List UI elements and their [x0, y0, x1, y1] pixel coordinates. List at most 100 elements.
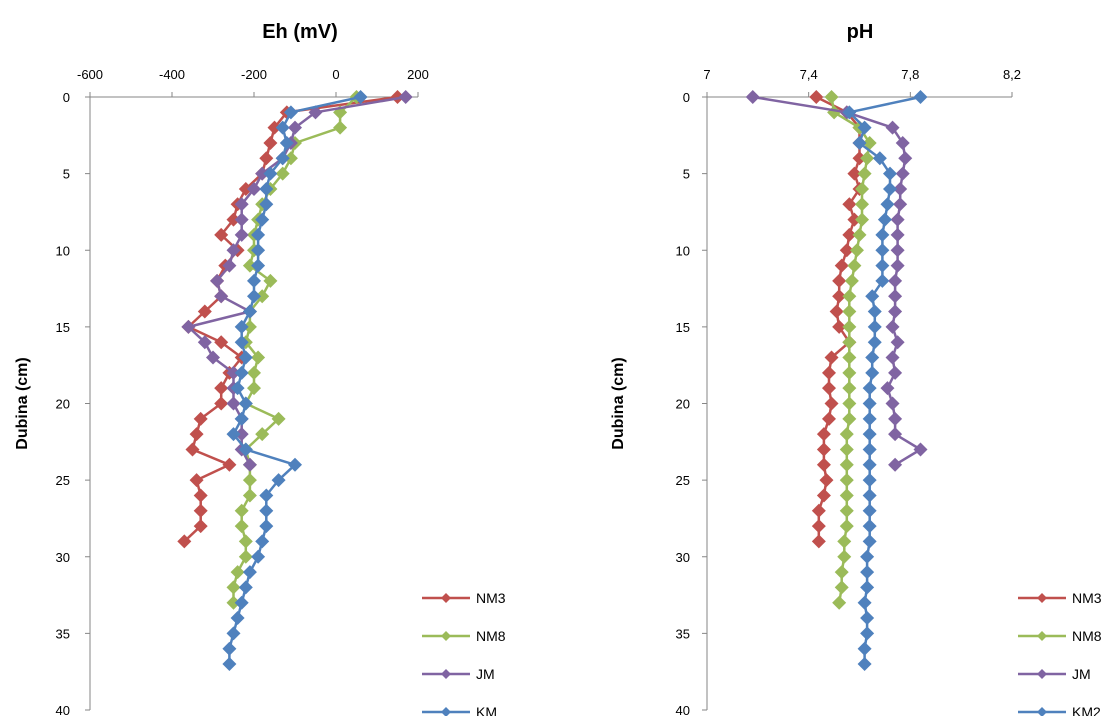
x-tick-label: -600: [77, 67, 103, 82]
legend-item-nm3: NM3: [1018, 590, 1102, 606]
data-point-nm8: [824, 90, 839, 104]
legend-marker: [441, 593, 451, 603]
y-tick-label: 0: [683, 90, 690, 105]
data-point-km2: [862, 411, 877, 426]
data-point-nm3: [819, 473, 834, 488]
data-point-jm: [888, 411, 903, 426]
data-point-km2: [862, 534, 877, 549]
y-tick-label: 20: [56, 397, 70, 412]
data-point-jm: [222, 258, 237, 273]
data-point-jm: [885, 350, 900, 365]
data-point-jm: [288, 120, 302, 135]
data-point-km2: [883, 166, 897, 181]
data-point-km: [259, 197, 274, 212]
data-point-nm3: [824, 350, 839, 365]
y-tick-label: 5: [683, 167, 690, 182]
y-tick-label: 10: [56, 243, 70, 258]
data-point-nm3: [816, 457, 831, 472]
data-point-km2: [883, 181, 897, 196]
data-point-jm: [888, 365, 903, 380]
data-point-km: [353, 90, 368, 104]
data-point-nm8: [837, 534, 852, 549]
data-point-km2: [862, 488, 877, 503]
data-point-km: [251, 258, 266, 273]
data-point-km: [234, 411, 249, 426]
data-point-nm8: [855, 197, 870, 212]
data-point-jm: [181, 319, 196, 334]
data-point-nm8: [847, 258, 862, 273]
series-line-km2: [848, 95, 921, 664]
data-point-km: [271, 473, 286, 488]
data-point-nm3: [214, 396, 229, 411]
data-point-km2: [860, 580, 875, 595]
data-point-km: [255, 534, 270, 549]
data-point-nm3: [263, 135, 278, 150]
data-point-km2: [862, 442, 877, 457]
eh-chart: Eh (mV) Dubina (cm) -600 -400 -200 0 200 0 5 10 15…: [14, 21, 506, 716]
data-point-nm3: [214, 381, 229, 396]
data-point-nm3: [267, 120, 282, 135]
data-point-jm: [226, 365, 241, 380]
data-point-km2: [867, 304, 882, 319]
y-tick-label: 5: [63, 167, 70, 182]
data-point-nm3: [390, 90, 405, 104]
data-point-nm8: [834, 565, 849, 580]
data-point-nm3: [185, 442, 200, 457]
data-point-nm3: [824, 396, 839, 411]
data-point-nm8: [333, 120, 348, 135]
data-point-nm3: [193, 488, 208, 503]
legend-label: KM: [476, 704, 497, 716]
data-point-km2: [857, 657, 872, 672]
data-point-jm: [210, 273, 225, 288]
data-point-nm3: [177, 534, 192, 549]
data-point-nm8: [839, 457, 854, 472]
data-point-nm8: [842, 365, 857, 380]
legend-label: NM3: [1072, 590, 1102, 606]
data-point-km2: [862, 427, 877, 442]
data-point-km: [255, 212, 270, 227]
x-tick-label: 7,8: [901, 67, 919, 82]
data-point-jm: [888, 273, 903, 288]
data-point-nm8: [842, 304, 857, 319]
data-point-km: [238, 396, 253, 411]
data-point-nm8: [852, 227, 867, 242]
data-point-jm: [745, 90, 760, 104]
series-nm8: [824, 90, 877, 610]
data-point-nm3: [222, 457, 237, 472]
data-point-nm3: [811, 519, 826, 534]
data-point-nm3: [811, 534, 826, 549]
data-point-nm8: [226, 595, 241, 610]
data-point-km: [238, 580, 253, 595]
data-point-nm3: [811, 503, 826, 518]
y-tick-label: 20: [676, 397, 690, 412]
data-point-km: [251, 227, 266, 242]
legend-item-jm: JM: [422, 666, 495, 682]
data-point-km2: [862, 503, 877, 518]
data-point-nm3: [847, 212, 862, 227]
data-point-jm: [234, 227, 249, 242]
data-point-jm: [206, 350, 220, 365]
data-point-nm8: [855, 212, 870, 227]
data-point-nm8: [839, 503, 854, 518]
x-tick-label: -200: [241, 67, 267, 82]
data-point-nm8: [857, 166, 872, 181]
data-point-nm8: [842, 350, 857, 365]
series-line-km: [228, 95, 361, 664]
data-point-km2: [852, 135, 867, 150]
series-km: [222, 90, 368, 672]
data-point-km: [251, 243, 266, 258]
data-point-nm8: [226, 580, 241, 595]
data-point-km: [263, 166, 278, 181]
data-point-nm8: [238, 534, 253, 549]
data-point-km2: [875, 227, 890, 242]
data-point-jm: [895, 135, 910, 150]
data-point-nm8: [251, 350, 266, 365]
data-point-km2: [875, 273, 890, 288]
data-point-km: [234, 365, 249, 380]
data-point-km: [259, 503, 274, 518]
series-nm8: [226, 90, 364, 610]
data-point-nm3: [822, 411, 836, 426]
data-point-nm3: [193, 503, 208, 518]
data-point-km: [234, 595, 249, 610]
data-point-nm3: [852, 151, 867, 166]
